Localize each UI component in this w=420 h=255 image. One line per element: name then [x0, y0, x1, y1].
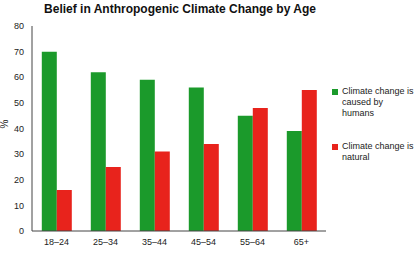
svg-text:0: 0: [19, 226, 24, 236]
svg-text:25–34: 25–34: [93, 237, 118, 247]
svg-text:20: 20: [14, 175, 24, 185]
svg-text:50: 50: [14, 98, 24, 108]
svg-text:%: %: [8, 120, 10, 129]
svg-text:45–54: 45–54: [191, 237, 216, 247]
svg-text:60: 60: [14, 72, 24, 82]
svg-text:55–64: 55–64: [240, 237, 265, 247]
svg-text:30: 30: [14, 149, 24, 159]
svg-text:70: 70: [14, 47, 24, 57]
svg-text:65+: 65+: [294, 237, 309, 247]
html-text:Climate change is natural: Climate change is natural: [342, 141, 414, 162]
svg-text:40: 40: [14, 124, 24, 134]
html-text:Belief in Anthropogenic Climat: Belief in Anthropogenic Climate Change b…: [44, 2, 316, 16]
svg-text:18–24: 18–24: [44, 237, 69, 247]
html-text:Climate change is caused by hu: Climate change is caused by humans: [342, 86, 414, 118]
svg-text:35–44: 35–44: [142, 237, 167, 247]
svg-text:10: 10: [14, 201, 24, 211]
svg-text:80: 80: [14, 21, 24, 31]
